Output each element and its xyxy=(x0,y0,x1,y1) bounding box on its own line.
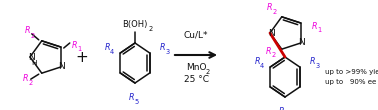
Text: R: R xyxy=(310,58,316,67)
Text: 1: 1 xyxy=(78,46,82,52)
Text: R: R xyxy=(72,40,77,50)
Text: 2: 2 xyxy=(273,9,277,15)
Text: N: N xyxy=(298,38,305,48)
Text: R: R xyxy=(254,58,260,67)
Text: H: H xyxy=(31,60,37,66)
Text: R: R xyxy=(279,106,285,110)
Text: R: R xyxy=(23,74,28,83)
Text: N: N xyxy=(58,62,65,72)
Text: R: R xyxy=(25,26,31,35)
Text: R: R xyxy=(266,47,271,56)
Text: 5: 5 xyxy=(135,99,139,105)
Text: R: R xyxy=(267,3,273,12)
Text: 3: 3 xyxy=(166,49,170,55)
Text: Cu/L*: Cu/L* xyxy=(184,30,208,39)
Text: R: R xyxy=(160,43,166,52)
Text: 2: 2 xyxy=(29,80,33,86)
Text: R: R xyxy=(105,43,110,52)
Text: 2: 2 xyxy=(31,33,35,39)
Text: R: R xyxy=(312,22,318,30)
Text: 3: 3 xyxy=(316,63,320,69)
Text: up to >99% yield: up to >99% yield xyxy=(325,69,378,75)
Text: N: N xyxy=(28,53,35,62)
Text: R: R xyxy=(129,93,135,102)
Text: B(OH): B(OH) xyxy=(122,20,148,29)
Text: +: + xyxy=(76,50,88,65)
Text: 25 °C: 25 °C xyxy=(183,75,209,84)
Text: 2: 2 xyxy=(149,26,153,32)
Text: 4: 4 xyxy=(110,49,115,55)
Text: 1: 1 xyxy=(318,27,322,33)
Text: MnO: MnO xyxy=(186,63,206,72)
Text: 4: 4 xyxy=(260,63,264,69)
Text: 2: 2 xyxy=(272,52,276,58)
Text: up to   90% ee: up to 90% ee xyxy=(325,79,376,85)
Text: N: N xyxy=(268,28,275,38)
Text: 2: 2 xyxy=(206,69,210,75)
